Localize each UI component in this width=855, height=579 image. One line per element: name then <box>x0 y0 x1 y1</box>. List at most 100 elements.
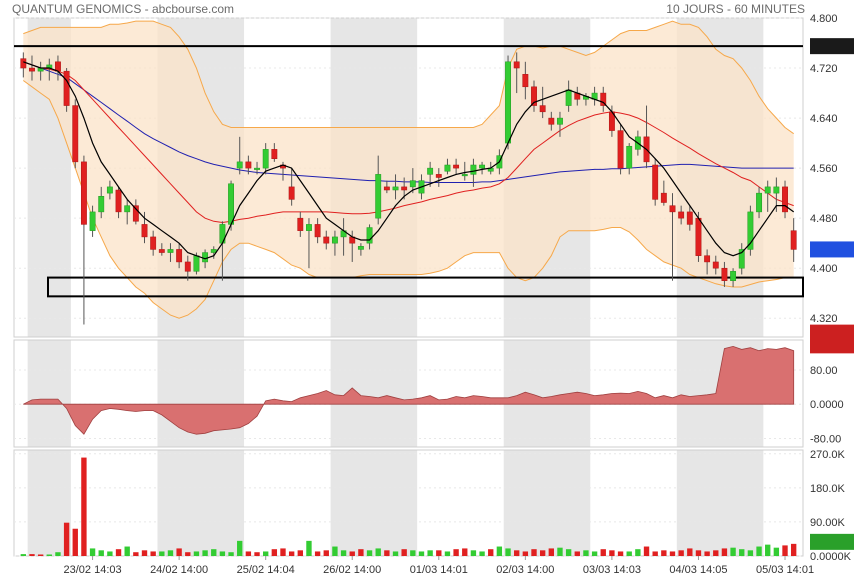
support-zone-box <box>47 276 804 298</box>
candle-body <box>617 130 624 169</box>
price-tick-label: 4.800 <box>810 13 838 25</box>
candle <box>254 161 260 175</box>
volume-bar <box>687 548 693 556</box>
candle-body <box>565 89 572 106</box>
candle <box>738 243 745 275</box>
volume-bar <box>323 550 329 556</box>
volume-bar <box>444 551 451 556</box>
candle <box>98 186 105 219</box>
candle-body <box>531 86 537 106</box>
volume-bar <box>765 544 771 556</box>
volume-bar <box>375 548 381 556</box>
candle <box>782 180 788 219</box>
candle <box>392 174 399 200</box>
volume-bar <box>167 550 174 556</box>
candle-body <box>704 255 711 263</box>
candle-body <box>72 105 79 163</box>
volume-bar <box>37 554 44 556</box>
candle <box>323 230 330 250</box>
volume-bar <box>297 550 303 556</box>
volume-bar <box>288 551 295 556</box>
candle-body <box>89 211 96 231</box>
candle-body <box>55 61 61 72</box>
volume-bar <box>704 551 710 556</box>
volume-badge-bg <box>810 533 854 550</box>
candle-body <box>271 149 278 159</box>
candle <box>764 180 771 212</box>
candle-body <box>124 205 131 213</box>
candle <box>80 155 87 325</box>
candle-body <box>764 186 771 194</box>
x-tick-label: 03/03 14:03 <box>583 564 641 576</box>
volume-bar <box>185 552 191 556</box>
volume-bar <box>539 550 546 556</box>
volume-bar <box>314 551 321 556</box>
candle <box>730 268 737 287</box>
candle <box>357 243 364 256</box>
volume-bar <box>150 551 156 556</box>
candle-body <box>323 236 330 244</box>
candle-body <box>184 261 191 272</box>
candle-body <box>660 192 667 203</box>
volume-bar <box>522 551 529 556</box>
mm20-line <box>23 61 794 224</box>
candle-body <box>331 236 338 244</box>
chart-period[interactable]: 10 JOURS - 60 MINUTES <box>666 2 805 16</box>
volume-bar <box>81 457 87 556</box>
volume-bar <box>678 550 684 556</box>
volume-bar <box>401 549 407 556</box>
candle <box>669 193 676 281</box>
candle-body <box>600 92 607 106</box>
candle <box>150 230 157 256</box>
volume-bar <box>245 551 252 556</box>
volume-bar <box>202 550 208 556</box>
volume-bar <box>89 548 96 556</box>
candle <box>444 158 451 175</box>
candle <box>176 243 183 269</box>
candle-body <box>695 217 702 256</box>
candle <box>158 243 165 256</box>
candle <box>383 180 390 194</box>
volume-bar <box>211 549 217 556</box>
volume-bar <box>63 522 70 556</box>
volume-bar <box>643 546 650 556</box>
volume-bar <box>384 550 390 556</box>
candle <box>505 55 511 150</box>
candle-body <box>427 167 434 175</box>
volume-bar <box>349 551 355 556</box>
candle <box>548 111 555 131</box>
volume-bar <box>237 540 243 556</box>
volume-bar <box>730 547 736 556</box>
price-tick-label: 4.480 <box>810 213 838 225</box>
candle-body <box>470 164 477 175</box>
candle <box>288 168 295 206</box>
x-tick-label: 24/02 14:00 <box>150 564 208 576</box>
candle <box>72 99 79 169</box>
candle-body <box>505 61 511 144</box>
candle-body <box>158 249 165 253</box>
day-shade <box>503 450 591 556</box>
x-axis: 23/02 14:03 24/02 14:00 25/02 14:04 26/02 1… <box>64 556 814 576</box>
volume-tick-label: 0.0000K <box>810 551 852 563</box>
resistance-badge-bg <box>810 38 854 55</box>
candle-body <box>366 227 373 244</box>
volume-bar <box>271 549 278 556</box>
volume-bar <box>436 550 442 556</box>
x-tick-label: 04/03 14:05 <box>669 564 727 576</box>
volume-bar <box>193 551 200 556</box>
volume-bar <box>392 551 399 556</box>
candle <box>617 124 624 175</box>
candle-body <box>98 196 105 213</box>
candle-body <box>652 164 659 200</box>
x-tick-label: 25/02 14:04 <box>237 564 295 576</box>
volume-bar <box>505 548 511 556</box>
volume-bar <box>159 551 165 556</box>
candle <box>600 86 607 112</box>
candle <box>331 230 338 256</box>
volume-bar <box>55 552 61 556</box>
mm7-line <box>23 61 795 260</box>
volume-bar <box>98 550 104 556</box>
volume-bar <box>782 545 788 556</box>
candle-body <box>479 164 486 169</box>
candle-body <box>790 230 797 250</box>
